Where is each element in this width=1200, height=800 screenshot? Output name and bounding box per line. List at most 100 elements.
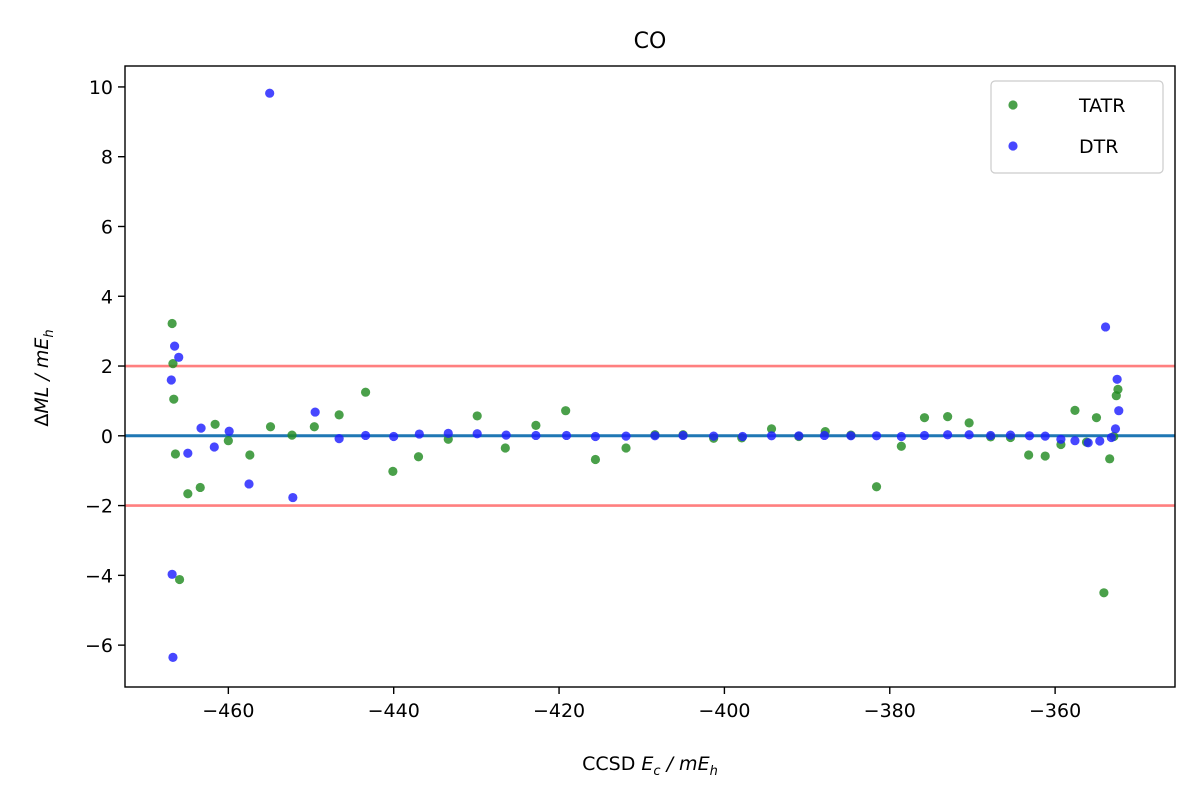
y-tick-label-2: −2 — [85, 496, 113, 518]
point-dtr-24 — [650, 431, 660, 441]
point-dtr-31 — [846, 431, 856, 441]
point-tatr-6 — [195, 482, 205, 493]
point-tatr-3 — [170, 449, 181, 459]
plot-frame — [124, 65, 1176, 688]
point-dtr-16 — [414, 429, 424, 439]
legend: TATR DTR — [990, 80, 1164, 174]
point-dtr-21 — [561, 430, 572, 441]
point-dtr-48 — [1112, 374, 1122, 384]
point-dtr-41 — [1056, 434, 1066, 444]
point-tatr-1 — [168, 358, 178, 369]
point-tatr-32 — [871, 482, 882, 492]
point-dtr-6 — [196, 423, 206, 433]
point-dtr-43 — [1083, 438, 1093, 448]
x-axis-label-var: E — [641, 753, 653, 775]
point-dtr-30 — [819, 430, 830, 441]
point-dtr-3 — [170, 341, 180, 351]
y-tick-label-6: 6 — [101, 216, 113, 238]
chart-title: CO — [634, 29, 667, 54]
point-tatr-45 — [1099, 588, 1109, 598]
point-tatr-10 — [265, 422, 276, 432]
point-dtr-45 — [1100, 322, 1111, 332]
point-dtr-49 — [1114, 406, 1124, 416]
legend-label-dtr: DTR — [1079, 136, 1118, 158]
point-tatr-14 — [360, 387, 371, 397]
point-tatr-2 — [169, 394, 179, 404]
point-dtr-17 — [443, 428, 453, 438]
point-dtr-26 — [709, 431, 719, 441]
point-dtr-11 — [288, 492, 298, 503]
y-axis-label: ΔML / mEh — [31, 329, 57, 426]
point-dtr-1 — [167, 569, 177, 579]
reference-lines — [125, 364, 1175, 507]
point-dtr-22 — [590, 431, 601, 442]
point-tatr-49 — [1113, 384, 1123, 395]
point-dtr-2 — [168, 652, 178, 662]
point-dtr-28 — [766, 431, 777, 441]
point-tatr-12 — [309, 422, 319, 432]
point-tatr-20 — [531, 420, 541, 430]
point-dtr-8 — [224, 426, 234, 436]
point-dtr-5 — [183, 448, 193, 458]
point-tatr-7 — [210, 419, 220, 429]
x-axis-label-prefix: CCSD — [582, 753, 641, 775]
x-tick-label-1: −440 — [368, 700, 420, 722]
point-tatr-34 — [919, 413, 930, 423]
y-axis-label-var: ML — [31, 387, 53, 414]
x-tick-label-4: −380 — [864, 700, 916, 722]
point-dtr-39 — [1024, 431, 1035, 441]
point-dtr-19 — [501, 430, 511, 440]
point-tatr-15 — [388, 466, 398, 476]
point-dtr-27 — [737, 431, 748, 442]
point-dtr-36 — [964, 430, 974, 440]
point-tatr-0 — [167, 318, 177, 329]
point-dtr-32 — [871, 431, 882, 441]
point-tatr-21 — [561, 406, 571, 416]
point-tatr-19 — [500, 443, 510, 453]
x-tick-label-3: −400 — [698, 700, 750, 722]
point-tatr-33 — [896, 441, 906, 451]
point-dtr-25 — [678, 430, 688, 441]
x-tick-label-2: −420 — [533, 700, 585, 722]
point-tatr-42 — [1070, 405, 1080, 415]
point-dtr-7 — [209, 442, 219, 452]
point-tatr-35 — [943, 412, 953, 422]
x-axis-label-mid: / m — [661, 753, 698, 775]
point-dtr-37 — [986, 430, 996, 441]
x-axis: −460 −440 −420 −400 −380 −360 — [202, 687, 1081, 722]
legend-box — [990, 80, 1164, 174]
point-dtr-34 — [919, 430, 930, 441]
legend-marker-tatr — [1008, 100, 1018, 110]
point-dtr-40 — [1040, 431, 1050, 441]
point-tatr-4 — [174, 574, 185, 585]
point-tatr-39 — [1024, 450, 1034, 460]
point-tatr-23 — [621, 443, 631, 453]
point-dtr-33 — [896, 431, 906, 442]
point-dtr-42 — [1070, 436, 1080, 446]
point-tatr-11 — [287, 430, 297, 440]
point-dtr-12 — [310, 407, 320, 417]
point-dtr-20 — [531, 430, 541, 441]
point-dtr-46 — [1106, 432, 1116, 443]
point-tatr-13 — [334, 410, 344, 420]
point-dtr-38 — [1005, 430, 1016, 440]
point-dtr-35 — [943, 430, 953, 440]
legend-marker-dtr — [1008, 141, 1018, 151]
point-tatr-9 — [245, 450, 255, 460]
point-tatr-16 — [413, 452, 424, 462]
y-axis-label-prefix: Δ — [31, 414, 53, 427]
point-tatr-22 — [590, 454, 601, 465]
point-dtr-44 — [1095, 436, 1105, 446]
point-dtr-9 — [244, 479, 254, 489]
y-tick-label-1: −4 — [85, 565, 113, 587]
point-dtr-0 — [166, 375, 176, 385]
y-tick-label-4: 2 — [101, 356, 113, 378]
point-dtr-15 — [389, 431, 399, 442]
point-dtr-29 — [794, 431, 804, 441]
y-axis: −6 −4 −2 0 2 4 6 8 10 — [85, 77, 125, 657]
x-tick-label-0: −460 — [202, 700, 254, 722]
x-axis-label-unit-sub: h — [710, 764, 718, 779]
legend-label-tatr: TATR — [1078, 95, 1125, 117]
series-dtr — [166, 88, 1124, 662]
